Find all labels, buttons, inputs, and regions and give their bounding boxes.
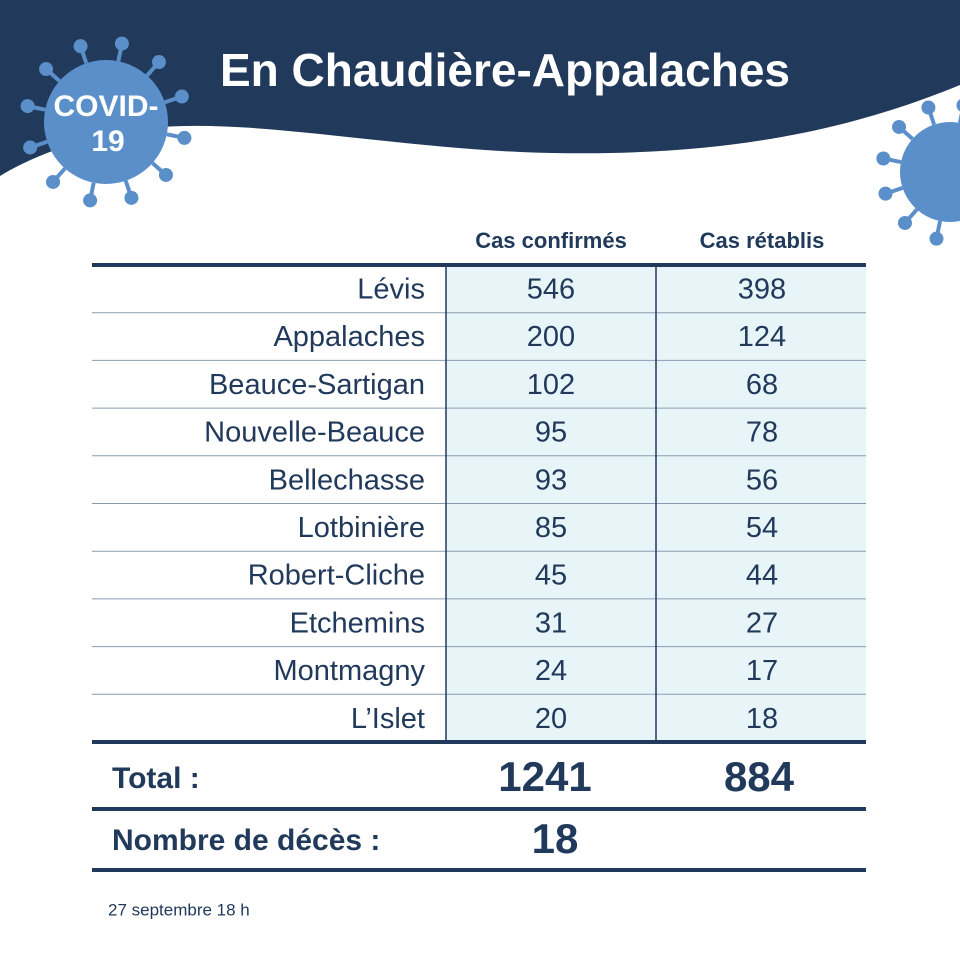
- cell-value: 124: [738, 321, 786, 353]
- virus-spike-tip: [151, 55, 166, 70]
- virus-spike-tip: [39, 62, 54, 77]
- virus-spike-tip: [897, 215, 912, 230]
- cell-value: 17: [746, 655, 778, 687]
- cell-value: 45: [535, 560, 567, 592]
- title: En Chaudière-Appalaches: [220, 44, 790, 96]
- region-name: Appalaches: [273, 321, 425, 353]
- virus-spike-tip: [177, 130, 192, 145]
- virus-spike-tip: [929, 231, 944, 246]
- cell-value: 93: [535, 464, 567, 496]
- cell-value: 200: [527, 321, 575, 353]
- virus-decorations: [20, 36, 960, 246]
- cell-value: 546: [527, 274, 575, 306]
- badge-text: 19: [91, 125, 124, 158]
- virus-spike-tip: [158, 167, 173, 182]
- footer-date: 27 septembre 18 h: [108, 900, 250, 919]
- cell-value: 398: [738, 274, 786, 306]
- region-name: L’Islet: [351, 703, 425, 735]
- region-name: Etchemins: [290, 607, 425, 639]
- virus-spike-tip: [174, 89, 189, 104]
- virus-spike-tip: [921, 100, 936, 115]
- virus-body: [900, 122, 960, 222]
- virus-spike-tip: [83, 193, 98, 208]
- virus-spike-tip: [876, 151, 891, 166]
- region-name: Lévis: [357, 274, 425, 306]
- region-name: Beauce-Sartigan: [209, 369, 425, 401]
- column-header: Cas confirmés: [475, 228, 627, 253]
- cell-value: 31: [535, 607, 567, 639]
- virus-spike-tip: [124, 190, 139, 205]
- total-value: 1241: [498, 753, 591, 800]
- cell-value: 20: [535, 703, 567, 735]
- region-name: Bellechasse: [269, 464, 425, 496]
- cell-value: 27: [746, 607, 778, 639]
- table: Cas confirmés Cas rétablis Lévis 546 398 Appa…: [92, 228, 866, 872]
- cell-value: 54: [746, 512, 778, 544]
- virus-spike-tip: [46, 174, 61, 189]
- region-name: Lotbinière: [298, 512, 425, 544]
- total-label: Total :: [112, 762, 200, 795]
- cell-value: 24: [535, 655, 567, 687]
- cell-value: 44: [746, 560, 778, 592]
- virus-spike-tip: [892, 119, 907, 134]
- cell-value: 18: [746, 703, 778, 735]
- cell-value: 102: [527, 369, 575, 401]
- deaths-label: Nombre de décès :: [112, 824, 380, 857]
- virus-spike-tip: [73, 39, 88, 54]
- header-band: [0, 0, 960, 176]
- cell-value: 68: [746, 369, 778, 401]
- cell-value: 95: [535, 417, 567, 449]
- region-name: Robert-Cliche: [248, 560, 425, 592]
- column-header: Cas rétablis: [700, 228, 825, 253]
- virus-spike-tip: [114, 36, 129, 51]
- badge-text: COVID-: [54, 90, 159, 123]
- region-name: Montmagny: [273, 655, 425, 687]
- cell-value: 78: [746, 417, 778, 449]
- deaths-value: 18: [532, 815, 579, 862]
- virus-spike-tip: [20, 99, 35, 114]
- cell-value: 85: [535, 512, 567, 544]
- virus-spike-tip: [23, 140, 38, 155]
- virus-spike-tip: [878, 186, 893, 201]
- region-name: Nouvelle-Beauce: [204, 417, 425, 449]
- virus-body: [44, 60, 168, 184]
- cell-value: 56: [746, 464, 778, 496]
- total-value: 884: [724, 753, 795, 800]
- virus-spike-tip: [956, 99, 960, 112]
